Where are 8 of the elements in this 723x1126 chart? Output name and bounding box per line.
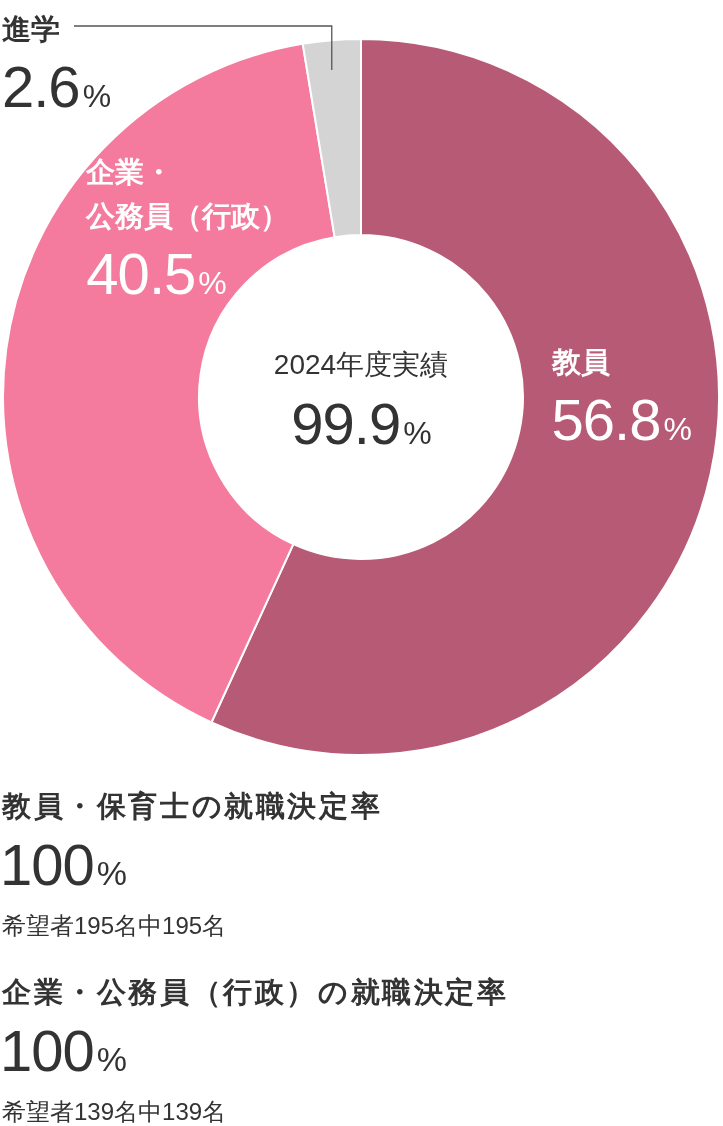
text: 100% bbox=[0, 1018, 127, 1083]
text: 企業・公務員（行政）の就職決定率 bbox=[1, 976, 509, 1008]
text: 教員・保育士の就職決定率 bbox=[1, 790, 383, 822]
text: 99.9% bbox=[291, 391, 432, 456]
text: 100% bbox=[0, 832, 127, 897]
text: 希望者139名中139名 bbox=[2, 1098, 227, 1125]
text: 2024年度実績 bbox=[273, 349, 449, 380]
text: 希望者195名中195名 bbox=[2, 912, 227, 939]
